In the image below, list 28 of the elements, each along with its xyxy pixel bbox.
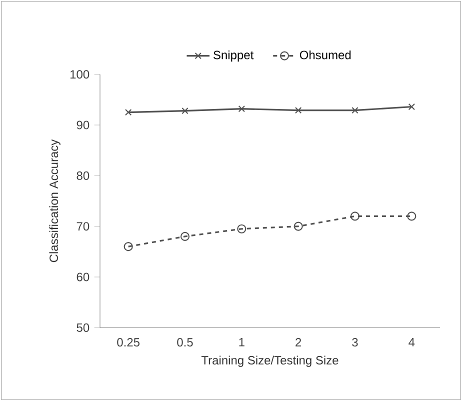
- point: [294, 222, 303, 231]
- y-tick-label: 90: [76, 120, 90, 130]
- point: [350, 212, 360, 221]
- y-tick-label: 80: [76, 171, 90, 180]
- x-tick-label: 3: [352, 338, 358, 347]
- legend-label: Ohsumed: [300, 50, 351, 60]
- x-tick-label: 0.5: [177, 338, 193, 347]
- point: [124, 108, 132, 116]
- x-axis-title: Training Size/Testing Size: [201, 356, 338, 367]
- point: [180, 232, 190, 241]
- y-tick-label: 60: [76, 272, 90, 282]
- point: [407, 212, 416, 221]
- x-tick-label: 4: [408, 338, 415, 346]
- point: [408, 103, 416, 110]
- legend-label: Snippet: [214, 50, 254, 62]
- y-tick-label: 100: [70, 70, 90, 79]
- point: [352, 106, 358, 114]
- y-tick-label: 50: [76, 323, 90, 332]
- point: [294, 106, 302, 114]
- y-axis-title: Classification Accuracy: [49, 139, 60, 262]
- x-tick-label: 1: [239, 338, 244, 346]
- y-tick-label: 70: [76, 222, 90, 231]
- point: [182, 107, 188, 114]
- x-tick-label: 0.25: [117, 338, 140, 347]
- point: [238, 105, 246, 112]
- point: [237, 224, 246, 234]
- x-tick-label: 2: [296, 338, 302, 346]
- point: [124, 242, 133, 252]
